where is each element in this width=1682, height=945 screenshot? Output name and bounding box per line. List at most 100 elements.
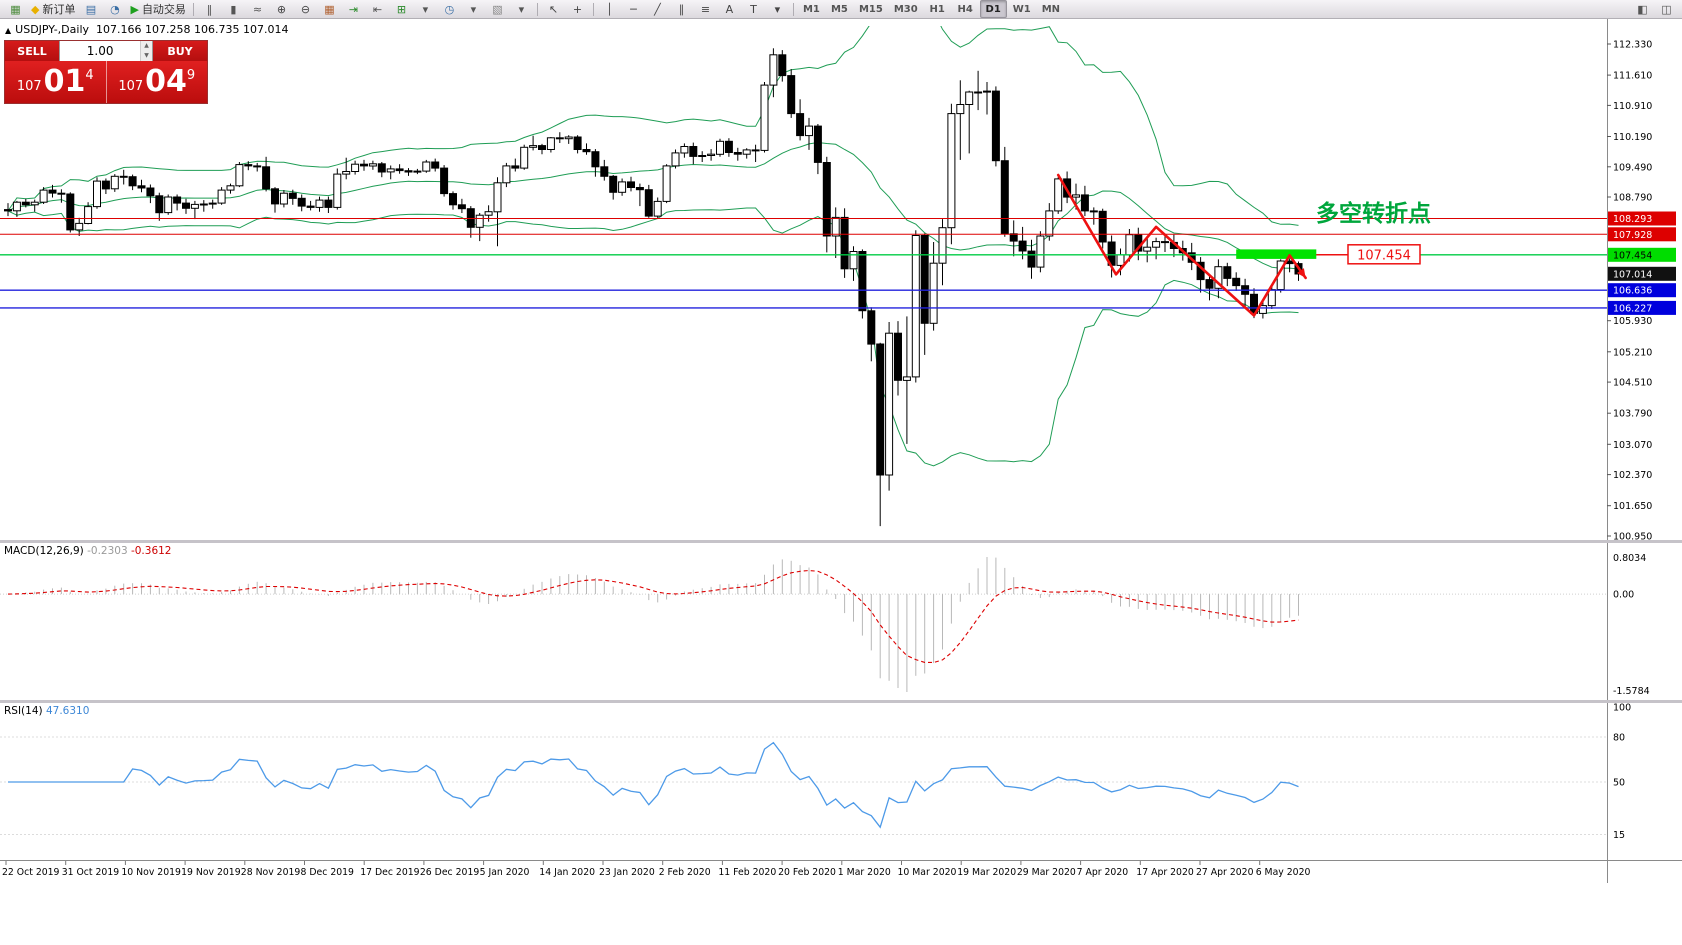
price-axis[interactable]: 112.330 111.610 110.910 110.190 109.490 108.7… <box>1607 19 1676 883</box>
sell-price-prefix: 107 <box>16 78 42 94</box>
sell-button[interactable]: SELL <box>5 41 59 61</box>
axis-tag-108.293 <box>1608 211 1676 226</box>
axis-tag-106.227 <box>1608 300 1676 315</box>
timeframe-w1[interactable]: W1 <box>1012 3 1031 15</box>
support-zone-highlight[interactable] <box>1236 249 1317 259</box>
panel-separator[interactable] <box>0 540 1682 543</box>
svg-text:31 Oct 2019: 31 Oct 2019 <box>62 867 120 878</box>
indicators-button[interactable]: ⊞ <box>390 0 413 18</box>
timeframe-m5[interactable]: M5 <box>830 3 848 15</box>
svg-text:26 Dec 2019: 26 Dec 2019 <box>420 867 479 878</box>
timeframe-h4[interactable]: H4 <box>957 3 973 15</box>
bar-chart-mode-button[interactable]: ‖ <box>198 0 221 18</box>
volume-up-button[interactable]: ▲ <box>141 41 152 51</box>
turning-point-annotation[interactable]: 多空转折点 <box>1316 200 1431 227</box>
volume-down-button[interactable]: ▼ <box>141 51 152 61</box>
market-watch-icon: ▤ <box>85 2 97 16</box>
navigator-button[interactable]: ◔ <box>103 0 126 18</box>
timeframe-m15[interactable]: M15 <box>858 3 883 15</box>
chart-title: ▲ USDJPY-,Daily 107.166 107.258 106.735 1… <box>5 23 288 36</box>
timeframe-d1[interactable]: D1 <box>979 0 1007 18</box>
bollinger-upper-line <box>7 26 1299 226</box>
tile-windows-button[interactable]: ▦ <box>318 0 341 18</box>
time-axis[interactable]: 22 Oct 2019 31 Oct 2019 10 Nov 2019 19 Nov … <box>2 861 1310 878</box>
one-click-trading-panel: SELL ▲ ▼ BUY 107 01 4 107 04 9 <box>4 40 208 104</box>
buy-price-sup: 9 <box>186 67 196 83</box>
auto-scroll-button[interactable]: ⇥ <box>342 0 365 18</box>
svg-text:1 Mar 2020: 1 Mar 2020 <box>838 867 891 878</box>
crosshair-tool-button[interactable]: + <box>566 0 589 18</box>
market-watch-button[interactable]: ▤ <box>79 0 102 18</box>
fibonacci-tool-button[interactable]: ≡ <box>694 0 717 18</box>
trend-zigzag-annotation[interactable] <box>1056 173 1307 317</box>
svg-text:0.00: 0.00 <box>1613 590 1634 601</box>
periods-button[interactable]: ◷ <box>438 0 461 18</box>
svg-text:7 Apr 2020: 7 Apr 2020 <box>1077 867 1129 878</box>
zoom-in-button[interactable]: ⊕ <box>270 0 293 18</box>
shapes-dropdown-button[interactable]: ▾ <box>766 0 789 18</box>
rsi-panel: 100 80 50 15 RSI(14) 47.6310 <box>0 703 1631 841</box>
svg-text:107.454: 107.454 <box>1613 250 1652 261</box>
timeframe-mn[interactable]: MN <box>1041 3 1061 15</box>
chart-shift-button[interactable]: ⇤ <box>366 0 389 18</box>
text-tool-icon: A <box>725 2 734 16</box>
line-chart-mode-icon: ≈ <box>252 2 263 16</box>
new-chart-button[interactable]: ▦ <box>4 0 27 18</box>
toolbar-separator <box>536 2 538 16</box>
svg-text:105.210: 105.210 <box>1613 347 1652 358</box>
svg-text:29 Mar 2020: 29 Mar 2020 <box>1017 867 1076 878</box>
volume-input[interactable] <box>60 41 141 61</box>
price-plot <box>4 26 1303 527</box>
channel-tool-button[interactable]: ∥ <box>670 0 693 18</box>
svg-text:50: 50 <box>1613 778 1625 789</box>
timeframe-m1[interactable]: M1 <box>802 3 820 15</box>
templates-button[interactable]: ▧ <box>486 0 509 18</box>
periods-dropdown-button[interactable]: ▾ <box>462 0 485 18</box>
indicators-dropdown-icon: ▾ <box>422 2 429 16</box>
vertical-line-tool-button[interactable]: │ <box>598 0 621 18</box>
svg-text:110.190: 110.190 <box>1613 132 1652 143</box>
ohlc-values: 107.166 107.258 106.735 107.014 <box>96 23 289 36</box>
buy-button[interactable]: BUY <box>153 41 207 61</box>
svg-text:19 Nov 2019: 19 Nov 2019 <box>181 867 241 878</box>
horizontal-line-tool-button[interactable]: ─ <box>622 0 645 18</box>
svg-text:-1.5784: -1.5784 <box>1613 686 1650 697</box>
timeframe-m30[interactable]: M30 <box>893 3 918 15</box>
window-list-button[interactable]: ◫ <box>1661 2 1672 16</box>
svg-text:28 Nov 2019: 28 Nov 2019 <box>241 867 301 878</box>
indicators-dropdown-button[interactable]: ▾ <box>414 0 437 18</box>
svg-text:108.790: 108.790 <box>1613 193 1652 204</box>
one-click-collapse-arrow[interactable]: ▲ <box>5 26 12 35</box>
trendline-tool-button[interactable]: ╱ <box>646 0 669 18</box>
svg-text:8 Dec 2019: 8 Dec 2019 <box>301 867 355 878</box>
periods-icon: ◷ <box>444 2 455 16</box>
auto-trading-button[interactable]: ▶ 自动交易 <box>127 0 188 18</box>
line-chart-mode-button[interactable]: ≈ <box>246 0 269 18</box>
new-order-button[interactable]: ◆ 新订单 <box>28 0 78 18</box>
candlestick-mode-button[interactable]: ▮ <box>222 0 245 18</box>
svg-text:111.610: 111.610 <box>1613 71 1652 82</box>
text-tool-button[interactable]: A <box>718 0 741 18</box>
toolbar-separator <box>792 2 794 16</box>
cursor-tool-button[interactable]: ↖ <box>542 0 565 18</box>
bar-chart-mode-icon: ‖ <box>206 2 213 16</box>
templates-dropdown-icon: ▾ <box>518 2 525 16</box>
svg-text:17 Dec 2019: 17 Dec 2019 <box>360 867 419 878</box>
buy-price-display[interactable]: 107 04 9 <box>107 61 208 103</box>
timeframe-h1[interactable]: H1 <box>929 3 945 15</box>
zoom-in-icon: ⊕ <box>276 2 287 16</box>
panel-separator[interactable] <box>0 700 1682 703</box>
svg-text:14 Jan 2020: 14 Jan 2020 <box>539 867 595 878</box>
price-callout-box[interactable] <box>1347 244 1421 265</box>
sell-price-sup: 4 <box>85 67 94 83</box>
sell-price-display[interactable]: 107 01 4 <box>5 61 107 103</box>
svg-text:15: 15 <box>1613 830 1625 841</box>
zoom-out-icon: ⊖ <box>300 2 311 16</box>
svg-text:102.370: 102.370 <box>1613 470 1652 481</box>
auto-scroll-icon: ⇥ <box>348 2 359 16</box>
periods-dropdown-icon: ▾ <box>470 2 477 16</box>
full-screen-button[interactable]: ◧ <box>1637 2 1648 16</box>
templates-dropdown-button[interactable]: ▾ <box>510 0 533 18</box>
label-tool-button[interactable]: T <box>742 0 765 18</box>
zoom-out-button[interactable]: ⊖ <box>294 0 317 18</box>
